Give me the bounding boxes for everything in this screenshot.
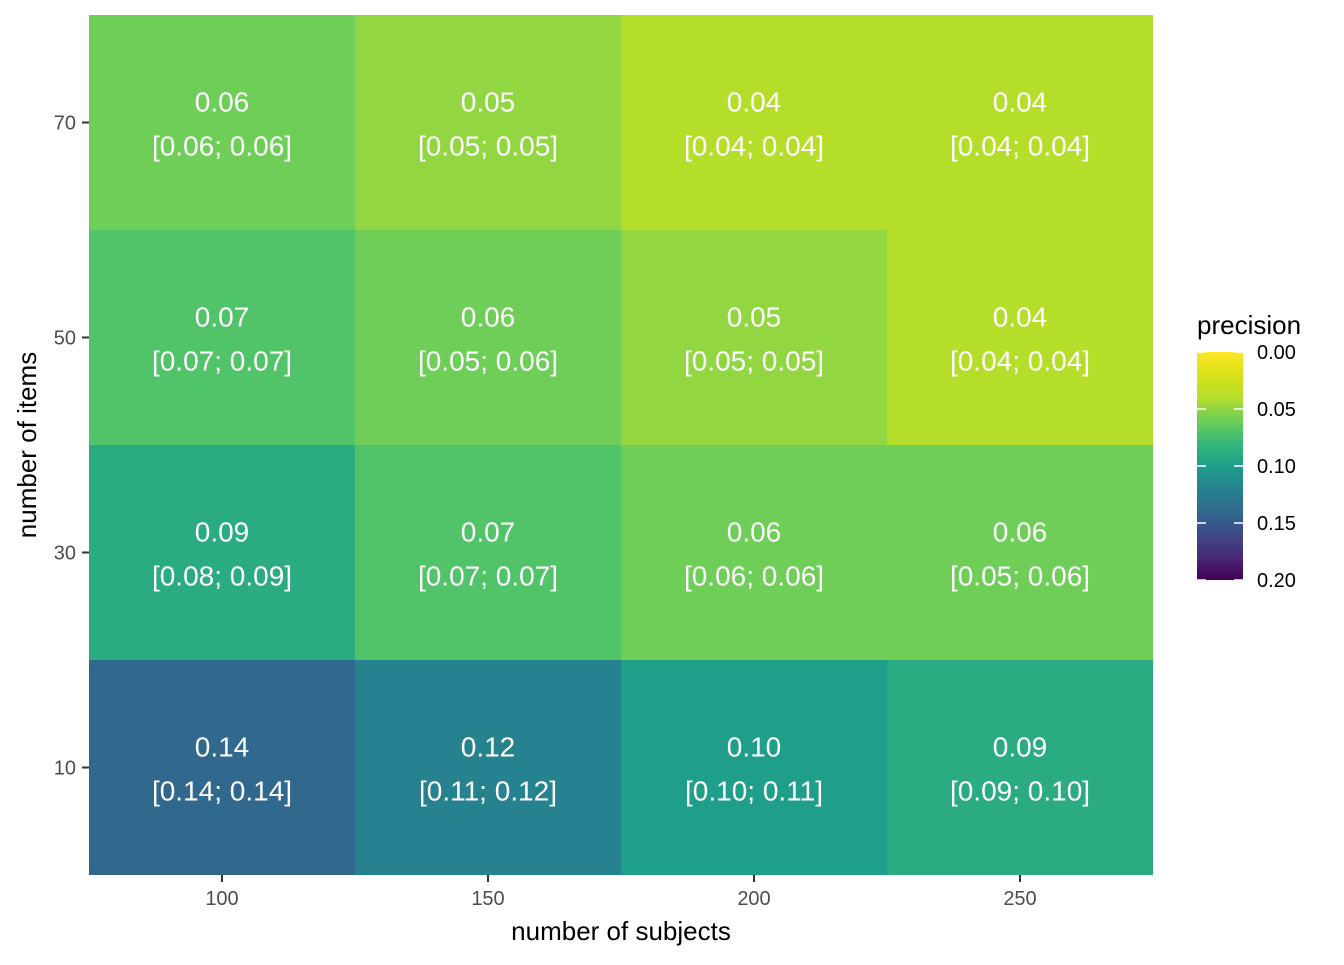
cell-value-label: 0.07: [461, 517, 516, 548]
cell-interval-label: [0.11; 0.12]: [419, 776, 557, 807]
legend-ticks: 0.00 0.05 0.10 0.15 0.20: [1197, 342, 1296, 592]
heatmap-cell: [887, 660, 1153, 875]
y-tick-label: 70: [54, 113, 76, 135]
cell-interval-label: [0.14; 0.14]: [152, 776, 292, 807]
cell-interval-label: [0.05; 0.05]: [684, 346, 824, 377]
cell-value-label: 0.05: [727, 302, 782, 333]
heatmap-cell: [89, 445, 355, 660]
cell-labels: 0.06 [0.06; 0.06] 0.05 [0.05; 0.05] 0.04 [0.0…: [152, 87, 1090, 807]
legend-tick-label: 0.15: [1257, 513, 1296, 535]
cell-interval-label: [0.05; 0.06]: [418, 346, 558, 377]
cell-interval-label: [0.07; 0.07]: [152, 346, 292, 377]
heatmap-cell: [355, 445, 621, 660]
y-tick-label: 50: [54, 328, 76, 350]
cell-interval-label: [0.04; 0.04]: [684, 131, 824, 162]
heatmap-cell: [89, 660, 355, 875]
cell-interval-label: [0.08; 0.09]: [152, 561, 292, 592]
heatmap-cell: [621, 230, 887, 445]
cell-interval-label: [0.10; 0.11]: [685, 776, 823, 807]
legend-tick-label: 0.10: [1257, 456, 1296, 478]
heatmap-cell: [887, 230, 1153, 445]
cell-value-label: 0.05: [461, 87, 516, 118]
heatmap-cell: [621, 660, 887, 875]
heatmap-cells: [89, 15, 1153, 875]
y-tick-label: 10: [54, 758, 76, 780]
cell-value-label: 0.12: [461, 732, 516, 763]
cell-interval-label: [0.04; 0.04]: [950, 346, 1090, 377]
x-tick-label: 100: [205, 888, 238, 910]
cell-value-label: 0.04: [727, 87, 782, 118]
y-axis-title: number of items: [12, 352, 42, 538]
cell-interval-label: [0.04; 0.04]: [950, 131, 1090, 162]
heatmap-cell: [355, 230, 621, 445]
x-tick-label: 200: [737, 888, 770, 910]
y-axis: 10 30 50 70: [54, 113, 89, 780]
cell-value-label: 0.14: [195, 732, 250, 763]
cell-interval-label: [0.05; 0.05]: [418, 131, 558, 162]
heatmap-cell: [887, 445, 1153, 660]
legend-tick-label: 0.05: [1257, 399, 1296, 421]
cell-value-label: 0.04: [993, 87, 1048, 118]
x-axis-title: number of subjects: [511, 916, 731, 946]
cell-interval-label: [0.05; 0.06]: [950, 561, 1090, 592]
heatmap-cell: [887, 15, 1153, 230]
heatmap-cell: [355, 15, 621, 230]
cell-value-label: 0.04: [993, 302, 1048, 333]
heatmap-cell: [621, 15, 887, 230]
heatmap-cell: [621, 445, 887, 660]
legend-title: precision: [1197, 310, 1301, 340]
heatmap-cell: [89, 15, 355, 230]
cell-value-label: 0.06: [195, 87, 250, 118]
color-legend: precision 0.00 0.05 0.10 0.15 0.20: [1197, 310, 1301, 592]
cell-interval-label: [0.07; 0.07]: [418, 561, 558, 592]
cell-value-label: 0.09: [195, 517, 250, 548]
x-axis: 100 150 200 250: [205, 875, 1037, 910]
cell-interval-label: [0.09; 0.10]: [950, 776, 1090, 807]
cell-value-label: 0.06: [461, 302, 516, 333]
cell-value-label: 0.07: [195, 302, 250, 333]
y-tick-label: 30: [54, 543, 76, 565]
heatmap-cell: [355, 660, 621, 875]
legend-tick-label: 0.00: [1257, 342, 1296, 364]
cell-interval-label: [0.06; 0.06]: [152, 131, 292, 162]
cell-value-label: 0.06: [993, 517, 1048, 548]
legend-tick-label: 0.20: [1257, 570, 1296, 592]
cell-interval-label: [0.06; 0.06]: [684, 561, 824, 592]
cell-value-label: 0.10: [727, 732, 782, 763]
x-tick-label: 250: [1003, 888, 1036, 910]
cell-value-label: 0.09: [993, 732, 1048, 763]
cell-value-label: 0.06: [727, 517, 782, 548]
heatmap-cell: [89, 230, 355, 445]
x-tick-label: 150: [471, 888, 504, 910]
